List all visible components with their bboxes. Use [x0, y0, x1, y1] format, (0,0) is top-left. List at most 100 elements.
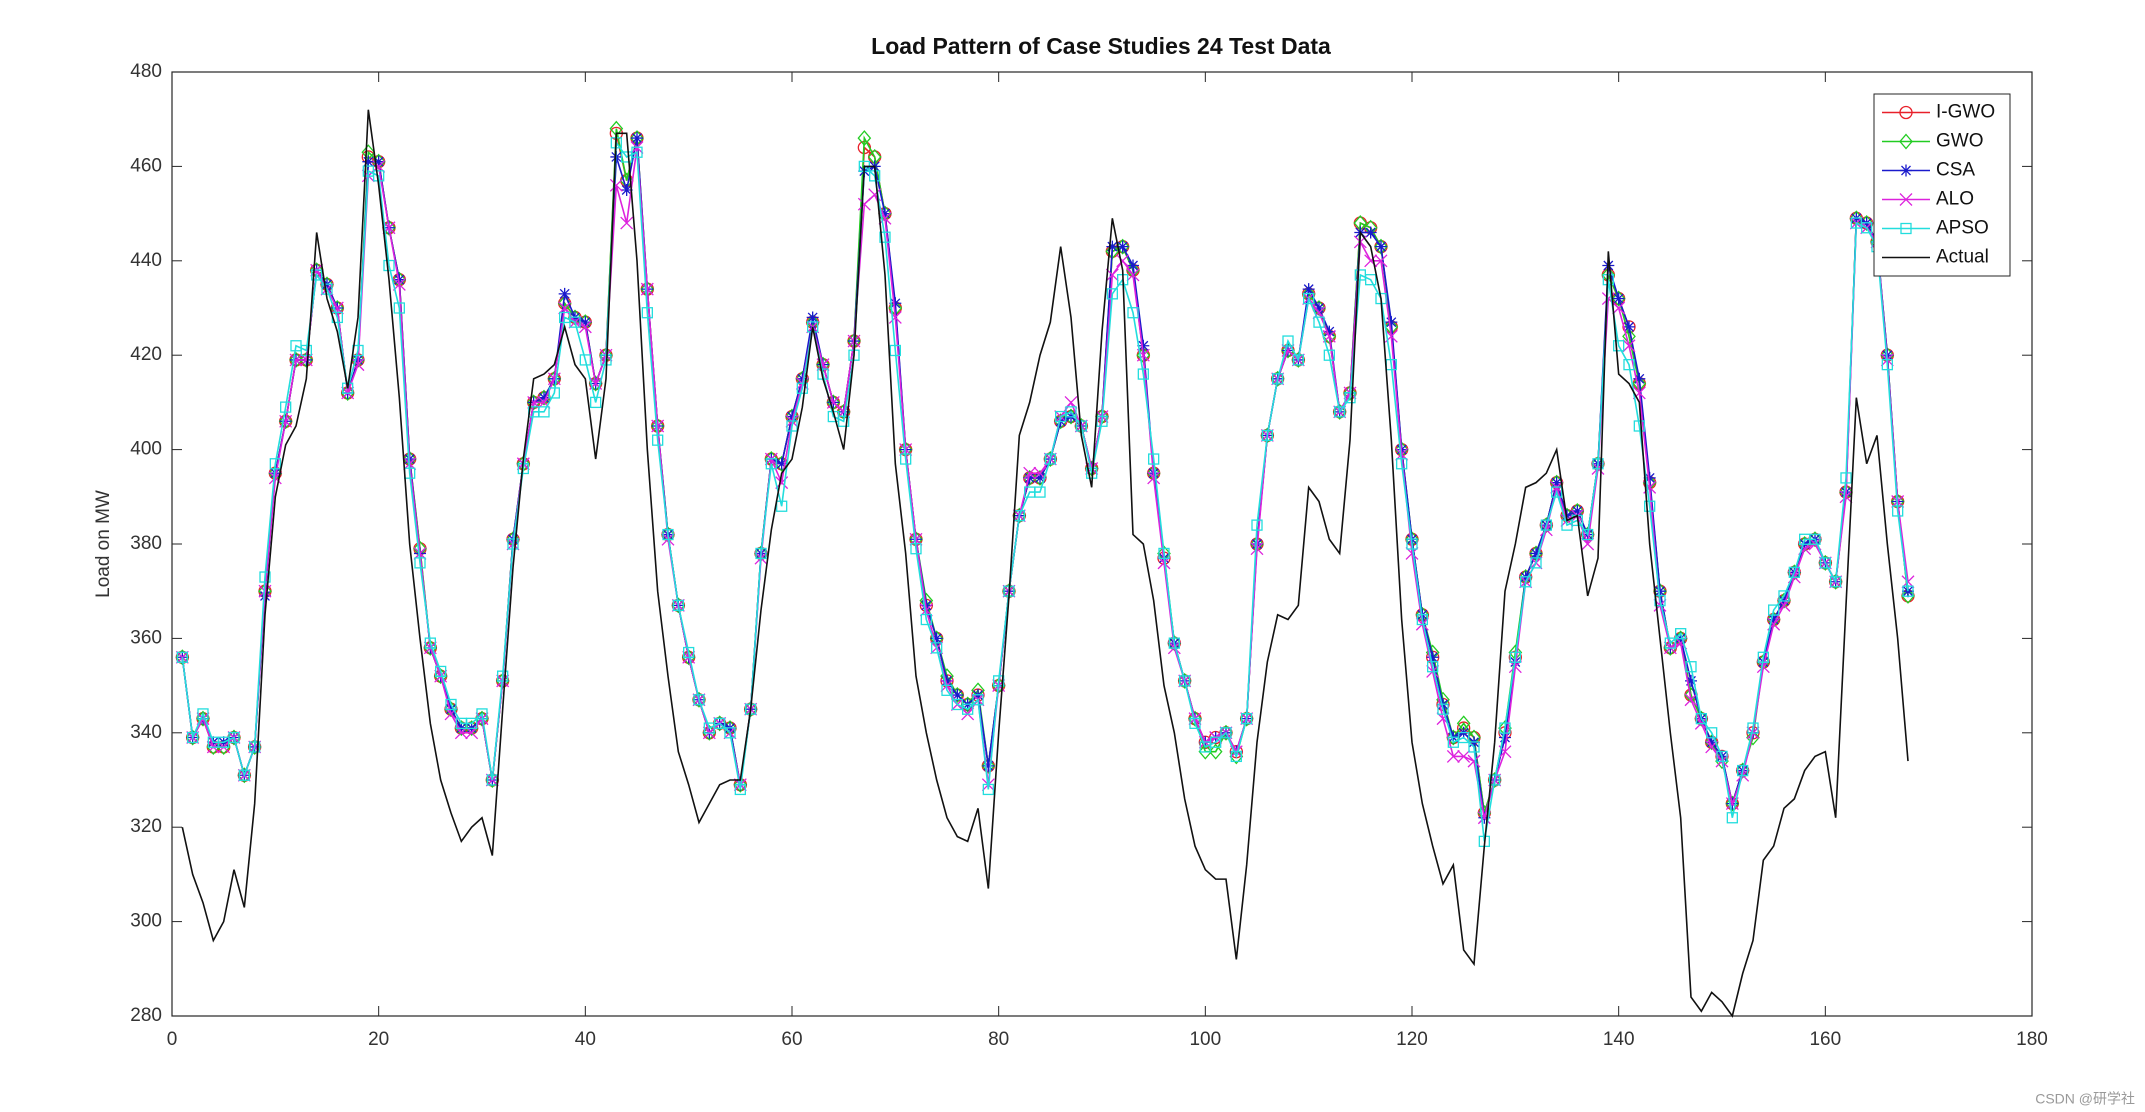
- legend-label: I-GWO: [1936, 102, 1995, 123]
- marker: [1467, 754, 1481, 768]
- marker: [1044, 453, 1056, 465]
- marker: [1632, 386, 1646, 400]
- marker: [289, 353, 303, 367]
- x-tick-label: 60: [781, 1029, 802, 1050]
- marker: [1158, 547, 1170, 560]
- marker: [1828, 573, 1843, 590]
- x-tick-label: 160: [1809, 1029, 1841, 1050]
- marker: [1364, 226, 1377, 239]
- marker: [1613, 340, 1625, 352]
- marker: [228, 731, 240, 744]
- marker: [1427, 661, 1439, 673]
- marker: [1830, 576, 1842, 588]
- marker: [879, 207, 891, 220]
- marker: [237, 767, 252, 784]
- marker: [640, 282, 654, 296]
- marker: [1343, 384, 1357, 401]
- marker: [1778, 590, 1790, 602]
- legend-label: ALO: [1936, 189, 1974, 210]
- legend-label: CSA: [1936, 160, 1975, 181]
- marker: [733, 776, 748, 793]
- marker: [662, 528, 674, 541]
- marker: [1540, 519, 1552, 531]
- marker: [351, 358, 365, 372]
- marker: [1704, 734, 1719, 751]
- marker: [1899, 193, 1913, 206]
- marker: [1902, 585, 1914, 597]
- plot-area: [171, 71, 2033, 1017]
- marker: [1457, 749, 1471, 763]
- marker: [1900, 164, 1912, 177]
- marker: [1900, 222, 1912, 235]
- marker: [889, 344, 901, 357]
- marker: [786, 410, 798, 423]
- marker: [1726, 812, 1738, 824]
- marker: [631, 132, 643, 145]
- marker: [1313, 302, 1325, 314]
- legend-label: GWO: [1936, 131, 1984, 152]
- marker: [879, 231, 891, 243]
- legend-label: APSO: [1936, 218, 1989, 239]
- marker: [1302, 283, 1315, 296]
- marker: [941, 674, 953, 687]
- marker: [1520, 576, 1532, 588]
- marker: [1396, 458, 1408, 470]
- marker: [340, 384, 355, 401]
- marker: [1179, 675, 1191, 687]
- marker: [197, 708, 209, 720]
- y-tick-label: 380: [130, 533, 162, 554]
- marker: [1675, 628, 1687, 640]
- y-tick-label: 300: [130, 911, 162, 932]
- marker: [1282, 335, 1294, 347]
- marker: [1219, 724, 1233, 741]
- marker: [1622, 339, 1636, 353]
- marker: [414, 557, 426, 569]
- marker: [786, 420, 798, 432]
- marker: [1313, 316, 1325, 328]
- marker: [712, 715, 727, 732]
- marker: [1757, 651, 1769, 663]
- marker: [1499, 731, 1511, 744]
- marker: [796, 372, 809, 385]
- marker: [1808, 531, 1822, 548]
- marker: [951, 689, 964, 702]
- marker: [1127, 259, 1139, 272]
- marker: [1220, 727, 1232, 739]
- marker: [537, 389, 551, 406]
- marker: [1385, 316, 1398, 329]
- marker: [1116, 254, 1130, 268]
- marker: [1788, 566, 1800, 578]
- marker: [372, 155, 385, 168]
- marker: [910, 543, 922, 555]
- legend-label: Actual: [1936, 247, 1989, 268]
- marker: [1322, 328, 1337, 345]
- marker: [1033, 469, 1047, 486]
- marker: [507, 538, 519, 550]
- marker: [1177, 672, 1192, 689]
- marker: [1375, 240, 1387, 253]
- marker: [981, 757, 996, 774]
- watermark: CSDN @研学社: [2035, 1091, 2135, 1107]
- series-line: [181, 147, 1909, 818]
- marker: [424, 637, 436, 649]
- marker: [362, 155, 375, 168]
- marker: [1272, 373, 1284, 385]
- marker: [714, 717, 726, 730]
- marker: [1623, 320, 1635, 333]
- marker: [1582, 528, 1594, 541]
- y-tick-label: 360: [130, 627, 162, 648]
- marker: [950, 687, 965, 704]
- marker: [1210, 736, 1222, 748]
- marker: [671, 597, 686, 614]
- marker: [1022, 469, 1037, 486]
- marker: [960, 696, 975, 713]
- marker: [1819, 557, 1831, 569]
- y-tick-label: 460: [130, 155, 162, 176]
- marker: [1147, 471, 1161, 485]
- marker: [734, 783, 746, 796]
- marker: [579, 316, 592, 329]
- marker: [176, 651, 188, 663]
- marker: [900, 453, 912, 465]
- x-tick-label: 140: [1603, 1029, 1635, 1050]
- marker: [1861, 222, 1873, 234]
